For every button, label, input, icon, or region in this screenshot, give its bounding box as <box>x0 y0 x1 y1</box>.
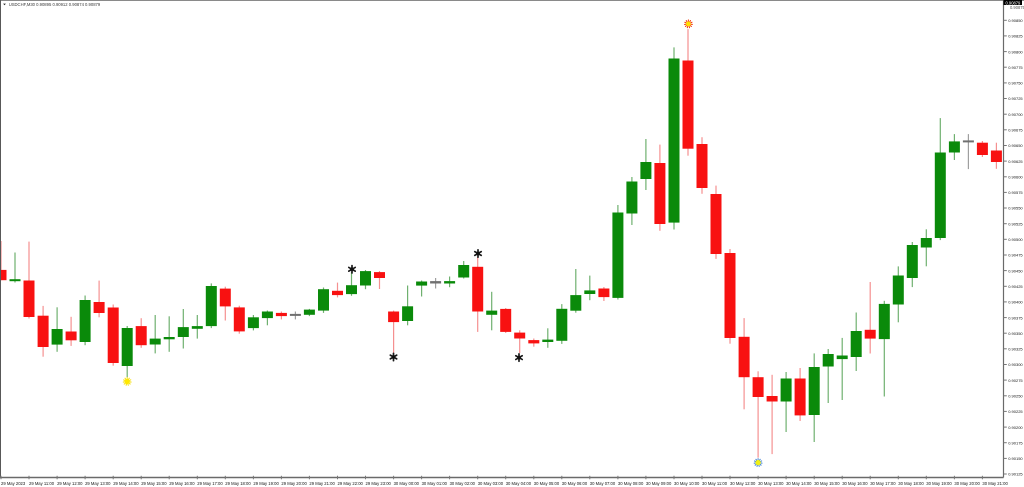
svg-text:30 May 02:00: 30 May 02:00 <box>450 481 476 486</box>
svg-text:30 May 16:00: 30 May 16:00 <box>842 481 868 486</box>
svg-text:30 May 08:00: 30 May 08:00 <box>618 481 644 486</box>
svg-text:0.90450: 0.90450 <box>1008 268 1023 273</box>
svg-text:0.90725: 0.90725 <box>1008 96 1023 101</box>
svg-text:29 May 16:00: 29 May 16:00 <box>169 481 195 486</box>
svg-text:30 May 13:00: 30 May 13:00 <box>758 481 784 486</box>
svg-text:0.90325: 0.90325 <box>1008 347 1023 352</box>
svg-text:0.90800: 0.90800 <box>1008 49 1023 54</box>
svg-text:29 May 12:00: 29 May 12:00 <box>57 481 83 486</box>
svg-text:30 May 14:00: 30 May 14:00 <box>786 481 812 486</box>
svg-text:0.90575: 0.90575 <box>1008 190 1023 195</box>
svg-text:0.90250: 0.90250 <box>1008 394 1023 399</box>
svg-text:29 May 20:00: 29 May 20:00 <box>281 481 307 486</box>
svg-text:0.90775: 0.90775 <box>1008 65 1023 70</box>
svg-text:29 May 18:00: 29 May 18:00 <box>225 481 251 486</box>
svg-text:30 May 18:00: 30 May 18:00 <box>898 481 924 486</box>
svg-text:0.90650: 0.90650 <box>1008 143 1023 148</box>
svg-text:29 May 2023: 29 May 2023 <box>1 481 26 486</box>
svg-text:29 May 15:00: 29 May 15:00 <box>141 481 167 486</box>
svg-text:0.90825: 0.90825 <box>1008 34 1023 39</box>
svg-text:0.90425: 0.90425 <box>1008 284 1023 289</box>
svg-text:0.90875: 0.90875 <box>1010 5 1024 10</box>
svg-text:30 May 05:00: 30 May 05:00 <box>534 481 560 486</box>
svg-text:30 May 06:00: 30 May 06:00 <box>562 481 588 486</box>
svg-text:0.90375: 0.90375 <box>1008 315 1023 320</box>
svg-text:29 May 19:00: 29 May 19:00 <box>253 481 279 486</box>
svg-text:0.90200: 0.90200 <box>1008 425 1023 430</box>
svg-text:0.90125: 0.90125 <box>1008 472 1023 477</box>
svg-text:29 May 23:00: 29 May 23:00 <box>366 481 392 486</box>
svg-text:29 May 11:00: 29 May 11:00 <box>29 481 55 486</box>
svg-text:30 May 00:00: 30 May 00:00 <box>394 481 420 486</box>
svg-text:0.90700: 0.90700 <box>1008 112 1023 117</box>
svg-text:30 May 21:00: 30 May 21:00 <box>982 481 1008 486</box>
svg-text:0.90750: 0.90750 <box>1008 81 1023 86</box>
svg-text:0.90150: 0.90150 <box>1008 456 1023 461</box>
svg-text:30 May 10:00: 30 May 10:00 <box>674 481 700 486</box>
svg-text:0.90175: 0.90175 <box>1008 440 1023 445</box>
svg-text:30 May 03:00: 30 May 03:00 <box>478 481 504 486</box>
svg-text:0.90475: 0.90475 <box>1008 253 1023 258</box>
svg-text:30 May 20:00: 30 May 20:00 <box>954 481 980 486</box>
svg-text:30 May 01:00: 30 May 01:00 <box>422 481 448 486</box>
svg-text:0.90675: 0.90675 <box>1008 128 1023 133</box>
svg-text:0.90550: 0.90550 <box>1008 206 1023 211</box>
svg-text:0.90625: 0.90625 <box>1008 159 1023 164</box>
svg-text:30 May 07:00: 30 May 07:00 <box>590 481 616 486</box>
svg-text:30 May 19:00: 30 May 19:00 <box>926 481 952 486</box>
svg-text:29 May 21:00: 29 May 21:00 <box>309 481 335 486</box>
svg-text:0.90879: 0.90879 <box>1006 1 1022 6</box>
svg-text:0.90600: 0.90600 <box>1008 174 1023 179</box>
svg-text:29 May 22:00: 29 May 22:00 <box>338 481 364 486</box>
svg-text:29 May 17:00: 29 May 17:00 <box>197 481 223 486</box>
svg-text:0.90850: 0.90850 <box>1008 18 1023 23</box>
svg-text:30 May 15:00: 30 May 15:00 <box>814 481 840 486</box>
svg-text:0.90400: 0.90400 <box>1008 300 1023 305</box>
svg-text:0.90275: 0.90275 <box>1008 378 1023 383</box>
svg-text:0.90225: 0.90225 <box>1008 409 1023 414</box>
svg-text:30 May 17:00: 30 May 17:00 <box>870 481 896 486</box>
svg-text:30 May 04:00: 30 May 04:00 <box>506 481 532 486</box>
svg-text:0.90500: 0.90500 <box>1008 237 1023 242</box>
svg-text:30 May 09:00: 30 May 09:00 <box>646 481 672 486</box>
svg-text:USDCHF,M30 0.90895 0.90912 0.: USDCHF,M30 0.90895 0.90912 0.90874 0.908… <box>9 2 101 7</box>
svg-text:0.90525: 0.90525 <box>1008 221 1023 226</box>
svg-text:29 May 13:00: 29 May 13:00 <box>85 481 111 486</box>
svg-text:30 May 11:00: 30 May 11:00 <box>702 481 728 486</box>
svg-text:0.90350: 0.90350 <box>1008 331 1023 336</box>
svg-text:30 May 12:00: 30 May 12:00 <box>730 481 756 486</box>
svg-text:29 May 14:00: 29 May 14:00 <box>113 481 139 486</box>
svg-text:0.90300: 0.90300 <box>1008 362 1023 367</box>
